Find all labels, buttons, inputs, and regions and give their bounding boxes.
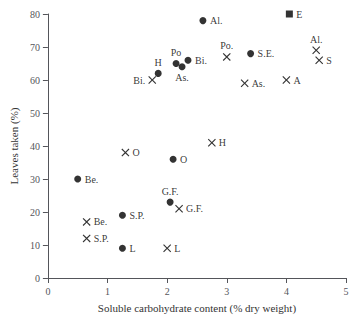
svg-text:Be.: Be.: [94, 216, 108, 227]
svg-text:Leaves taken (%): Leaves taken (%): [8, 107, 21, 184]
svg-text:0: 0: [45, 286, 50, 297]
svg-text:As.: As.: [175, 72, 189, 83]
svg-text:E: E: [296, 9, 302, 20]
svg-text:70: 70: [30, 42, 40, 53]
svg-text:0: 0: [35, 273, 40, 284]
svg-text:60: 60: [30, 75, 40, 86]
svg-text:10: 10: [30, 240, 40, 251]
svg-text:20: 20: [30, 207, 40, 218]
svg-text:H: H: [155, 57, 162, 68]
svg-text:80: 80: [30, 9, 40, 20]
svg-text:A: A: [293, 75, 301, 86]
svg-text:As.: As.: [252, 78, 266, 89]
svg-text:1: 1: [105, 286, 110, 297]
svg-text:G.F.: G.F.: [186, 203, 203, 214]
svg-text:O: O: [180, 154, 187, 165]
svg-text:Bi.: Bi.: [133, 75, 145, 86]
svg-text:O: O: [132, 147, 139, 158]
svg-text:Al.: Al.: [210, 15, 223, 26]
svg-text:S.P.: S.P.: [129, 210, 144, 221]
svg-text:Al.: Al.: [310, 34, 323, 45]
svg-text:3: 3: [224, 286, 229, 297]
svg-text:40: 40: [30, 141, 40, 152]
svg-text:2: 2: [165, 286, 170, 297]
svg-text:Be.: Be.: [85, 174, 99, 185]
svg-text:30: 30: [30, 174, 40, 185]
svg-text:L: L: [174, 243, 180, 254]
svg-text:Po: Po: [171, 47, 182, 58]
svg-text:S.E.: S.E.: [258, 48, 275, 59]
svg-text:S.P.: S.P.: [94, 233, 109, 244]
svg-text:Po.: Po.: [220, 40, 233, 51]
svg-text:H: H: [219, 137, 226, 148]
svg-text:S: S: [326, 55, 332, 66]
svg-text:G.F.: G.F.: [162, 186, 179, 197]
svg-text:L: L: [129, 243, 135, 254]
svg-text:4: 4: [284, 286, 289, 297]
svg-text:Soluble carbohydrate content (: Soluble carbohydrate content (% dry weig…: [98, 302, 297, 315]
svg-text:Bi.: Bi.: [195, 55, 207, 66]
svg-text:5: 5: [344, 286, 349, 297]
svg-text:50: 50: [30, 108, 40, 119]
